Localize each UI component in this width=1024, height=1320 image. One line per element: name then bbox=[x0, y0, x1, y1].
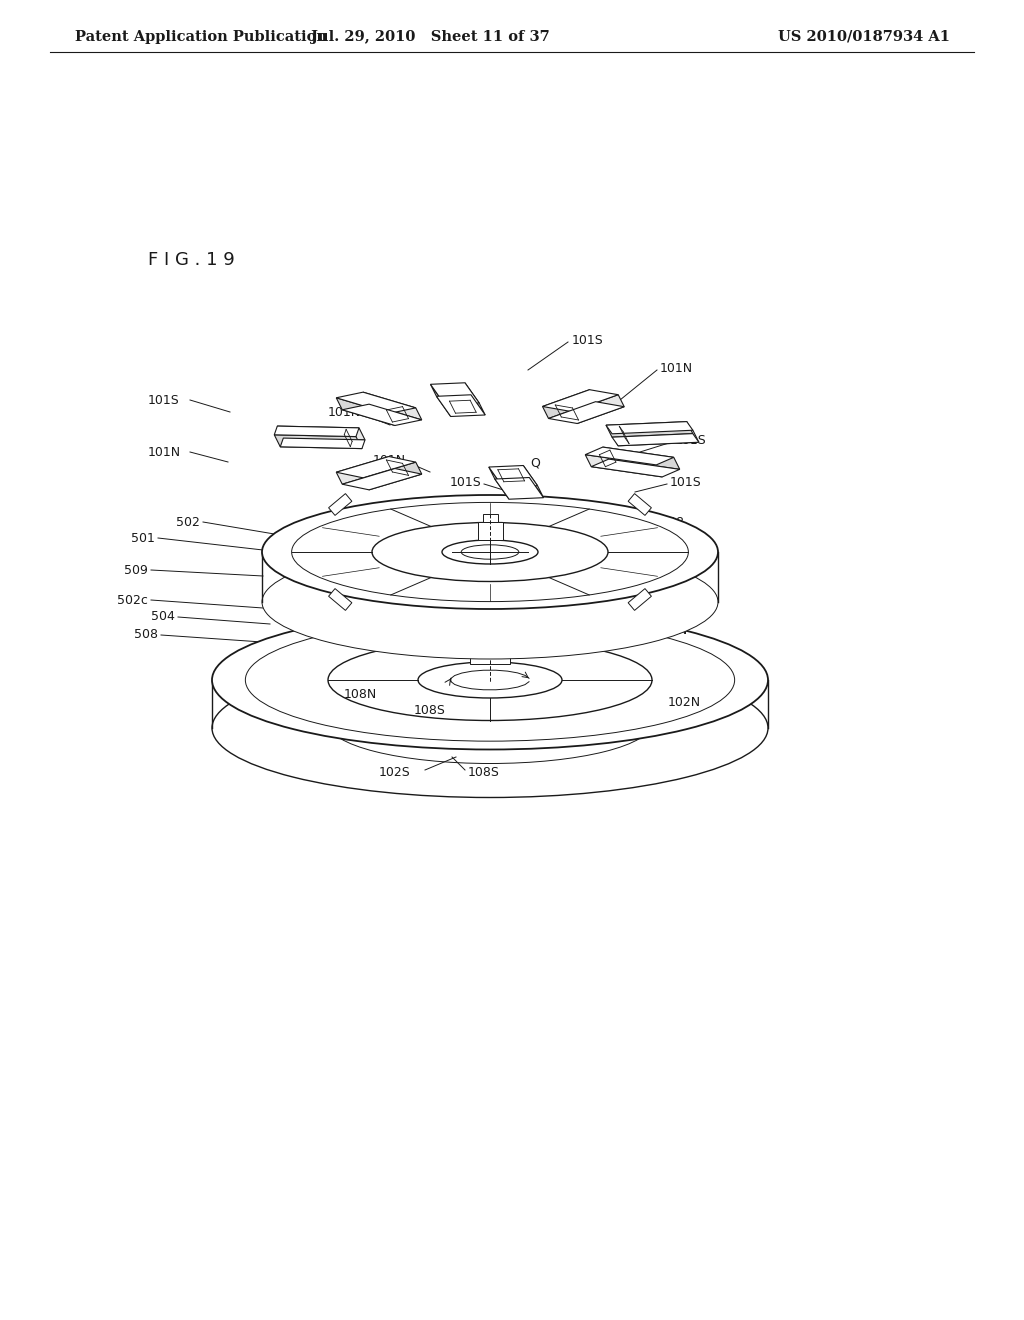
Text: 102N: 102N bbox=[668, 696, 701, 709]
Text: 101S: 101S bbox=[450, 475, 481, 488]
Text: 101S: 101S bbox=[670, 475, 701, 488]
Text: 101N: 101N bbox=[373, 454, 407, 466]
Ellipse shape bbox=[461, 545, 519, 560]
Polygon shape bbox=[612, 433, 698, 446]
Polygon shape bbox=[470, 653, 510, 664]
Ellipse shape bbox=[372, 523, 608, 582]
Text: 503c: 503c bbox=[559, 569, 591, 582]
Ellipse shape bbox=[292, 503, 688, 602]
Polygon shape bbox=[329, 589, 352, 610]
Polygon shape bbox=[281, 438, 365, 449]
Polygon shape bbox=[603, 447, 680, 470]
Polygon shape bbox=[591, 459, 680, 477]
Text: F I G . 1 9: F I G . 1 9 bbox=[148, 251, 234, 269]
Polygon shape bbox=[586, 447, 674, 465]
Text: 108N: 108N bbox=[655, 623, 688, 636]
Polygon shape bbox=[612, 430, 698, 446]
Text: 500: 500 bbox=[480, 676, 504, 689]
Text: 108S: 108S bbox=[468, 766, 500, 779]
Polygon shape bbox=[274, 426, 359, 437]
Polygon shape bbox=[436, 395, 485, 417]
Text: 501: 501 bbox=[131, 532, 155, 544]
Text: Q: Q bbox=[530, 457, 540, 470]
Text: 503: 503 bbox=[660, 540, 684, 553]
Polygon shape bbox=[628, 589, 651, 610]
Polygon shape bbox=[329, 494, 352, 515]
Polygon shape bbox=[488, 466, 538, 487]
Text: 504: 504 bbox=[152, 610, 175, 623]
Ellipse shape bbox=[212, 659, 768, 797]
Text: 509: 509 bbox=[124, 564, 148, 577]
Polygon shape bbox=[364, 392, 422, 420]
Polygon shape bbox=[336, 397, 395, 425]
Polygon shape bbox=[364, 462, 422, 490]
Ellipse shape bbox=[262, 545, 718, 659]
Text: 101N: 101N bbox=[148, 446, 181, 458]
Ellipse shape bbox=[246, 619, 734, 741]
Text: Patent Application Publication: Patent Application Publication bbox=[75, 30, 327, 44]
Text: 508: 508 bbox=[660, 516, 684, 528]
Polygon shape bbox=[488, 467, 509, 499]
Text: 101S: 101S bbox=[572, 334, 604, 346]
Text: 102S: 102S bbox=[379, 766, 411, 779]
Text: 503c: 503c bbox=[349, 569, 381, 582]
Polygon shape bbox=[606, 421, 693, 437]
Polygon shape bbox=[336, 392, 416, 413]
Polygon shape bbox=[543, 389, 618, 412]
Ellipse shape bbox=[262, 495, 718, 609]
Polygon shape bbox=[477, 521, 503, 540]
Polygon shape bbox=[571, 395, 625, 424]
Polygon shape bbox=[523, 466, 544, 498]
Text: 503c: 503c bbox=[465, 569, 496, 582]
Polygon shape bbox=[482, 513, 498, 521]
Polygon shape bbox=[543, 389, 596, 418]
Polygon shape bbox=[628, 494, 651, 515]
Polygon shape bbox=[549, 401, 625, 424]
Text: 502c: 502c bbox=[655, 602, 686, 615]
Text: 502c: 502c bbox=[598, 506, 629, 519]
Text: Jul. 29, 2010   Sheet 11 of 37: Jul. 29, 2010 Sheet 11 of 37 bbox=[310, 30, 549, 44]
Ellipse shape bbox=[328, 639, 652, 721]
Text: 101S: 101S bbox=[675, 433, 707, 446]
Text: 108S: 108S bbox=[414, 704, 445, 717]
Polygon shape bbox=[586, 454, 663, 477]
Polygon shape bbox=[495, 478, 544, 499]
Polygon shape bbox=[430, 384, 451, 417]
Text: 509: 509 bbox=[660, 564, 684, 577]
Polygon shape bbox=[465, 383, 485, 414]
Text: 101S: 101S bbox=[148, 393, 180, 407]
Ellipse shape bbox=[418, 663, 562, 698]
Text: 108N: 108N bbox=[343, 689, 377, 701]
Polygon shape bbox=[278, 426, 365, 440]
Text: 508: 508 bbox=[134, 628, 158, 642]
Polygon shape bbox=[430, 383, 479, 404]
Polygon shape bbox=[606, 421, 693, 434]
Ellipse shape bbox=[328, 682, 652, 763]
Polygon shape bbox=[336, 457, 395, 484]
Polygon shape bbox=[274, 434, 361, 449]
Text: 101N: 101N bbox=[660, 362, 693, 375]
Polygon shape bbox=[342, 404, 422, 425]
Text: US 2010/0187934 A1: US 2010/0187934 A1 bbox=[778, 30, 950, 44]
Text: 502: 502 bbox=[176, 516, 200, 528]
Polygon shape bbox=[336, 457, 416, 478]
Polygon shape bbox=[342, 469, 422, 490]
Text: 101N: 101N bbox=[328, 405, 361, 418]
Ellipse shape bbox=[442, 540, 538, 564]
Ellipse shape bbox=[212, 610, 768, 750]
Text: 502c: 502c bbox=[117, 594, 148, 606]
